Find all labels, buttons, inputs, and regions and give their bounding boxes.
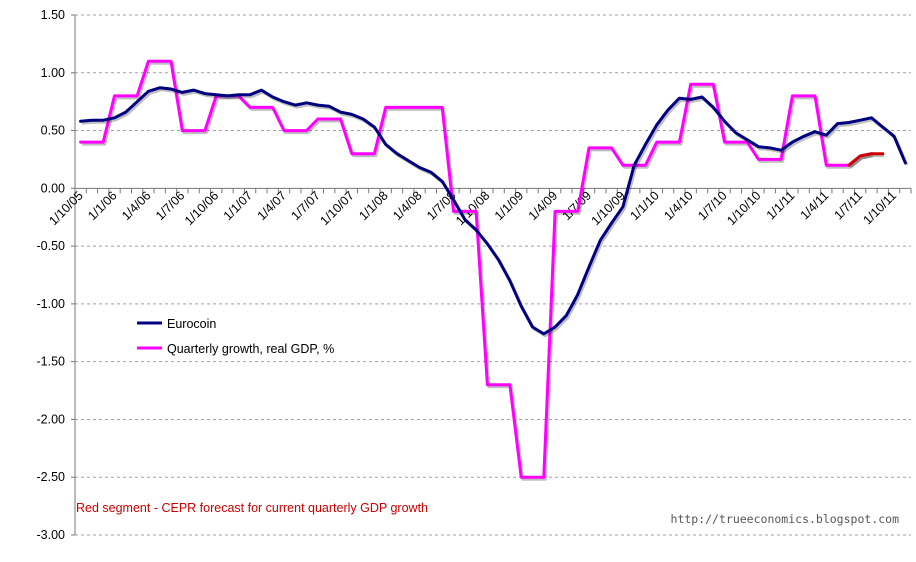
x-tick-label: 1/10/06 — [182, 189, 221, 228]
series-shadow — [849, 154, 885, 169]
x-tick-label: 1/10/11 — [860, 189, 899, 228]
x-tick-label: 1/4/10 — [661, 189, 696, 224]
y-tick-label: -2.00 — [37, 412, 66, 426]
series-shadow — [82, 61, 874, 481]
series-line-cepr-forecast — [847, 152, 885, 167]
axes — [71, 14, 912, 536]
grid-lines — [75, 14, 911, 536]
x-tick-label: 1/1/07 — [221, 189, 256, 224]
x-tick-label: 1/10/07 — [318, 189, 357, 228]
y-tick-label: -0.50 — [37, 239, 66, 253]
x-tick-label: 1/4/08 — [390, 189, 425, 224]
y-tick-label: -2.50 — [37, 470, 66, 484]
x-tick-label: 1/1/11 — [764, 189, 798, 223]
legend-label-eurocoin: Eurocoin — [167, 317, 216, 331]
y-tick-label: -1.00 — [37, 297, 66, 311]
x-tick-label: 1/1/10 — [627, 189, 662, 224]
x-tick-label: 1/4/07 — [255, 189, 290, 224]
x-tick-label: 1/1/08 — [356, 189, 391, 224]
y-tick-label: 0.50 — [41, 124, 65, 138]
legend: Eurocoin Quarterly growth, real GDP, % — [137, 317, 334, 356]
forecast-note: Red segment - CEPR forecast for current … — [76, 501, 428, 515]
y-tick-label: 1.50 — [41, 8, 65, 22]
y-tick-label: -3.00 — [37, 528, 66, 542]
source-url: http://trueeconomics.blogspot.com — [671, 512, 900, 526]
series-line-quarterly-growth-real-gdp — [79, 59, 873, 479]
x-tick-labels: 1/10/05 1/1/06 1/4/06 1/7/061/10/06 1/1/07 1/… — [46, 189, 899, 228]
series-line-eurocoin — [79, 86, 907, 336]
y-tick-labels: 1.50 1.00 0.50 0.00 -0.50 -1.00 -1.50 -2.00 -2.5… — [37, 8, 66, 542]
series-lines — [79, 59, 909, 481]
y-tick-label: -1.50 — [37, 355, 66, 369]
y-tick-label: 1.00 — [41, 66, 65, 80]
x-tick-label: 1/10/10 — [724, 189, 763, 228]
x-tick-label: 1/1/06 — [85, 189, 120, 224]
x-tick-label: 1/4/11 — [798, 189, 832, 223]
y-tick-label: 0.00 — [41, 181, 65, 195]
x-tick-label: 1/4/06 — [119, 189, 154, 224]
x-tick-label: 1/1/09 — [492, 189, 527, 224]
legend-label-quarterly-growth: Quarterly growth, real GDP, % — [167, 342, 334, 356]
